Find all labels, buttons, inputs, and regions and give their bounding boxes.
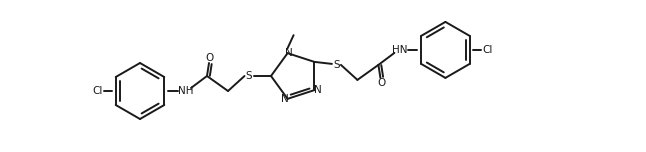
Text: NH: NH [178, 86, 194, 96]
Text: Cl: Cl [93, 86, 103, 96]
Text: O: O [377, 78, 386, 88]
Text: N: N [313, 85, 321, 95]
Text: Cl: Cl [482, 45, 493, 55]
Text: N: N [285, 48, 293, 58]
Text: N: N [281, 94, 289, 104]
Text: HN: HN [391, 45, 407, 55]
Text: O: O [206, 53, 214, 63]
Text: S: S [333, 60, 340, 70]
Text: S: S [245, 71, 253, 81]
